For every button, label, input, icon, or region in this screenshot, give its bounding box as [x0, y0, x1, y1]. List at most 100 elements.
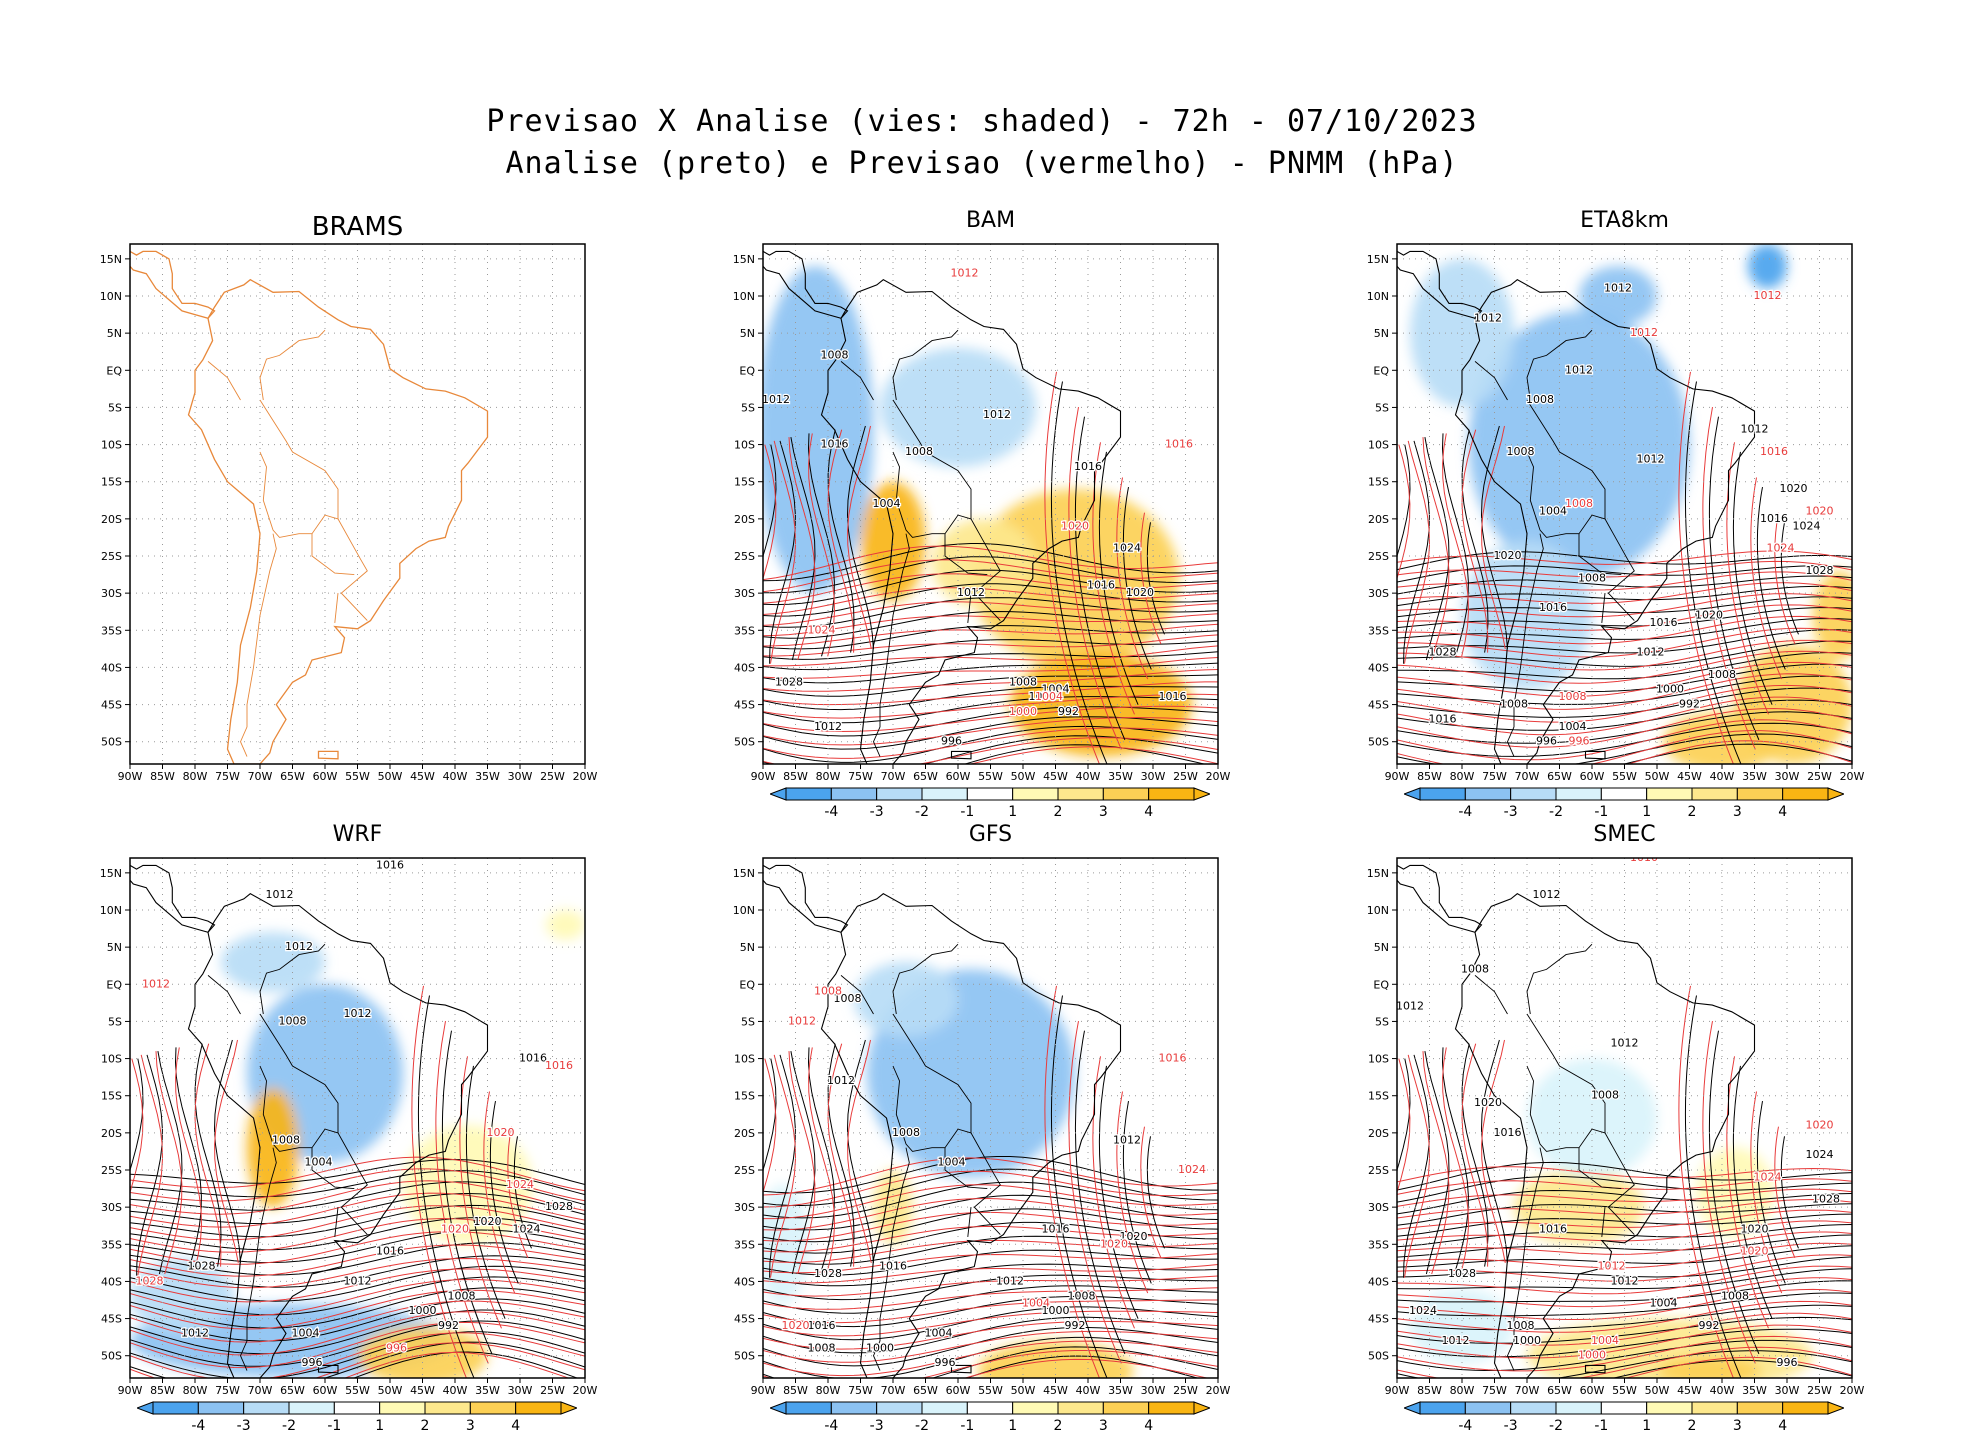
isobar-label-1020: 1020	[1806, 1118, 1834, 1131]
colorbar-swatch	[469, 1401, 517, 1415]
analysis-isobar	[1146, 522, 1165, 635]
analysis-isobar	[1397, 551, 1852, 571]
analysis-isobar	[1684, 381, 1742, 764]
isobar-label-1012: 1012	[1396, 1000, 1424, 1013]
isobar-label-1016: 1016	[1165, 438, 1193, 451]
country-border	[311, 1147, 355, 1190]
colorbar-min-arrow	[1404, 787, 1421, 801]
isobar-label-1020: 1020	[782, 1319, 810, 1332]
country-border	[259, 1013, 368, 1235]
isobar-label-1020: 1020	[487, 1126, 515, 1139]
forecast-isobar	[763, 1239, 1218, 1263]
isobar-label-1016: 1016	[1539, 1222, 1567, 1235]
x-tick-label: 80W	[816, 770, 841, 783]
colorbar-swatch	[1782, 1401, 1829, 1415]
central-america-coastline	[130, 250, 216, 320]
forecast-isobar	[1397, 1220, 1852, 1242]
analysis-isobar	[1122, 1100, 1152, 1284]
isobar-label-1004: 1004	[1022, 1297, 1050, 1310]
x-tick-label: 50W	[1645, 1384, 1670, 1397]
central-america-coastline	[1397, 250, 1483, 319]
forecast-isobar	[1397, 1265, 1852, 1295]
country-border	[892, 1065, 972, 1152]
forecast-isobar	[130, 1321, 585, 1369]
isobar-label-996: 996	[941, 735, 962, 748]
isobar-label-1012: 1012	[814, 720, 842, 733]
analysis-isobar	[1397, 1161, 1852, 1191]
y-tick-label: 40S	[101, 1275, 122, 1288]
isobar-label-1008: 1008	[814, 985, 842, 998]
south-america-coastline	[820, 279, 1122, 764]
isobar-label-1008: 1008	[821, 348, 849, 361]
forecast-isobar	[1726, 442, 1769, 715]
analysis-isobar	[763, 706, 1218, 737]
analysis-isobar	[441, 1030, 493, 1355]
isobar-label-1020: 1020	[1741, 1222, 1769, 1235]
bias-region	[1657, 1355, 1761, 1378]
y-tick-label: 10S	[1368, 1053, 1389, 1066]
x-tick-label: 40W	[443, 770, 468, 783]
isobar-label-1016: 1016	[1760, 512, 1788, 525]
isobar-label-1012: 1012	[957, 586, 985, 599]
analysis-isobar	[963, 744, 1207, 764]
x-tick-label: 70W	[881, 1384, 906, 1397]
bias-shading	[763, 266, 1192, 757]
forecast-isobar	[175, 1047, 203, 1271]
analysis-isobar	[194, 1043, 222, 1267]
y-tick-label: 25S	[1368, 550, 1389, 563]
forecast-isobar	[1678, 985, 1734, 1378]
forecast-isobar	[1397, 615, 1852, 645]
colorbar-wrf: -4 -3 -2 -1 1 2 3 4	[137, 1401, 577, 1434]
y-tick-label: 20S	[101, 1127, 122, 1140]
colorbar-swatch	[966, 787, 1014, 801]
y-tick-label: 10S	[101, 1053, 122, 1066]
x-tick-label: 35W	[1108, 770, 1133, 783]
forecast-isobar	[827, 1043, 855, 1267]
analysis-isobar	[1397, 675, 1852, 705]
isobar-label-1020: 1020	[1126, 586, 1154, 599]
forecast-isobar	[1397, 1198, 1852, 1219]
forecast-isobar	[1397, 1209, 1852, 1230]
isobar-label-1016: 1016	[1494, 1126, 1522, 1139]
isobar-label-1028: 1028	[1448, 1267, 1476, 1280]
colorbar-swatch	[1102, 787, 1150, 801]
x-tick-label: 20W	[1840, 1384, 1865, 1397]
analysis-isobar	[1397, 1224, 1852, 1248]
x-tick-label: 85W	[150, 770, 175, 783]
colorbar-max-arrow	[1827, 787, 1844, 801]
isobar-label-1008: 1008	[1500, 698, 1528, 711]
colorbar-swatch	[1736, 1401, 1784, 1415]
isobar-label-1016: 1016	[376, 858, 404, 871]
isobar-label-1008: 1008	[1461, 962, 1489, 975]
isobar-label-996: 996	[1569, 735, 1590, 748]
colorbar-label: -4	[191, 1418, 205, 1434]
country-border	[1578, 1147, 1622, 1190]
y-tick-label: EQ	[739, 364, 755, 377]
isobar-label-1008: 1008	[1507, 1319, 1535, 1332]
x-tick-label: 25W	[1807, 770, 1832, 783]
country-border	[1526, 1065, 1606, 1152]
y-tick-label: 5S	[1375, 1015, 1389, 1028]
y-tick-label: 15N	[100, 253, 122, 266]
forecast-isobar	[808, 433, 836, 657]
isobar-label-1010: 1010	[1630, 856, 1658, 864]
colorbar-swatch	[333, 1401, 381, 1415]
colorbar-label: -2	[1549, 804, 1563, 820]
colorbar-swatch	[1510, 1401, 1557, 1415]
y-tick-label: 5S	[741, 1015, 755, 1028]
analysis-isobar	[763, 651, 1218, 671]
country-border	[334, 1207, 339, 1237]
y-tick-label: EQ	[739, 978, 755, 991]
isobar-label-1004: 1004	[938, 1156, 966, 1169]
x-tick-label: 20W	[1840, 770, 1865, 783]
analysis-isobar	[1050, 381, 1108, 764]
bias-region	[1813, 570, 1852, 660]
y-tick-label: 15S	[734, 476, 755, 489]
colorbar-swatch	[966, 1401, 1014, 1415]
analysis-isobar	[763, 716, 1218, 750]
forecast-isobar	[1397, 684, 1852, 723]
colorbar-eta8km: -4 -3 -2 -1 1 2 3 4	[1404, 787, 1844, 820]
analysis-isobar	[763, 1316, 1218, 1354]
analysis-isobar	[1403, 440, 1430, 664]
analysis-isobar	[1074, 416, 1126, 741]
